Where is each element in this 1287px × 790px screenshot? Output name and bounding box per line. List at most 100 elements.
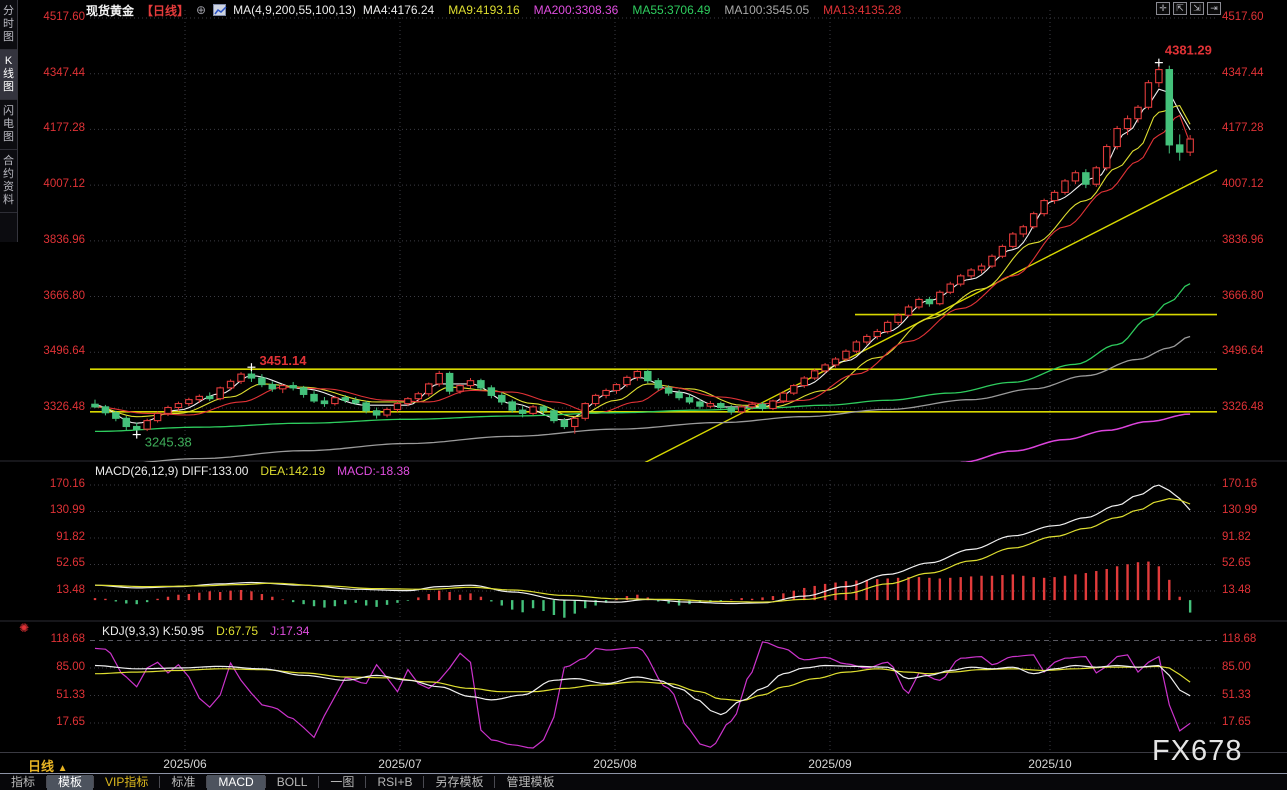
- candle-body: [1186, 138, 1194, 153]
- bottom-tab-9[interactable]: 另存模板: [435, 774, 484, 789]
- candle-body: [602, 389, 610, 396]
- chart-toolbar-icons: ✛ ⇱ ⇲ ⇥: [1156, 2, 1221, 15]
- toolbar-separator: [365, 776, 367, 788]
- candle-body: [591, 394, 600, 405]
- candle-body: [247, 373, 256, 379]
- sidebar-tab-lightning[interactable]: 闪电图: [0, 100, 17, 150]
- toolbar-separator: [93, 776, 95, 788]
- candle-body: [237, 373, 245, 382]
- bottom-tab-1[interactable]: 指标: [11, 774, 36, 789]
- price-axis-label: 51.33: [56, 688, 85, 701]
- candle-body: [383, 408, 391, 416]
- macd-panel: [93, 561, 1192, 618]
- price-axis-label: 4347.44: [1222, 66, 1264, 79]
- candle-body: [737, 406, 746, 413]
- ma-value-label: MA100:3545.05: [724, 3, 810, 17]
- candle-body: [518, 409, 527, 414]
- bottom-tab-8[interactable]: RSI+B: [377, 774, 413, 789]
- x-axis-scale-icon[interactable]: ⇲: [1190, 2, 1204, 15]
- candle-body: [425, 383, 433, 395]
- kdj-k-line: [94, 664, 1191, 716]
- candle-body: [769, 400, 777, 410]
- bottom-tab-7[interactable]: 一图: [330, 774, 355, 789]
- price-axis-label: 85.00: [1222, 660, 1251, 673]
- candle-body: [393, 403, 402, 411]
- bottom-tab-6[interactable]: BOLL: [276, 774, 308, 789]
- candle-body: [487, 387, 496, 396]
- candle-body: [560, 420, 569, 428]
- kdj-title[interactable]: KDJ(9,3,3) K:50.95: [102, 624, 205, 638]
- trend-line[interactable]: [640, 169, 1218, 465]
- bottom-tab-4[interactable]: 标准: [171, 774, 196, 789]
- period-selector[interactable]: 日线 ▲: [28, 759, 68, 774]
- candle-body: [727, 406, 735, 413]
- macd-dea-value: DEA:142.19: [260, 464, 326, 478]
- candle-body: [508, 401, 516, 411]
- candle-body: [174, 403, 183, 409]
- sidebar-tab-contract-info[interactable]: 合约资料: [0, 150, 17, 213]
- price-axis-label: 170.16: [1222, 477, 1258, 490]
- y-axis-scale-icon[interactable]: ⇱: [1173, 2, 1187, 15]
- bottom-tab-3[interactable]: VIP指标: [105, 774, 149, 789]
- bottom-tab-5[interactable]: MACD: [207, 774, 265, 790]
- date-axis-label: 2025/06: [163, 757, 207, 771]
- macd-title[interactable]: MACD(26,12,9) DIFF:133.00: [95, 464, 249, 478]
- candle-body: [842, 350, 850, 360]
- toolbar-separator: [423, 776, 425, 788]
- candle-body: [758, 403, 767, 410]
- price-axis-label: 91.82: [1222, 530, 1251, 543]
- price-axis-label: 3326.48: [1222, 400, 1264, 413]
- candle-body: [143, 420, 151, 430]
- price-axis-label: 52.65: [56, 557, 85, 570]
- ma-chart-icon[interactable]: [213, 4, 227, 16]
- candle-body: [1071, 172, 1080, 182]
- candle-body: [216, 387, 224, 400]
- price-annotation: 3451.14: [259, 353, 307, 368]
- ma-line-ma200: [960, 413, 1191, 462]
- ma-line-ma55: [95, 283, 1191, 433]
- candle-body: [101, 406, 110, 414]
- candle-body: [1134, 106, 1142, 120]
- price-axis-label: 4177.28: [43, 122, 85, 135]
- candle-body: [164, 406, 172, 414]
- price-axis-label: 3666.80: [43, 289, 85, 302]
- bottom-tab-10[interactable]: 管理模板: [506, 774, 555, 789]
- candle-body: [529, 406, 537, 414]
- price-axis-label: 4177.28: [1222, 122, 1264, 135]
- expand-icon[interactable]: ⊕: [196, 3, 207, 17]
- macd-dea-line: [94, 497, 1191, 603]
- candle-body: [226, 380, 235, 389]
- price-axis-label: 85.00: [56, 660, 85, 673]
- period-arrow-icon: ▲: [57, 763, 68, 774]
- indicator-settings-icon[interactable]: ✺: [19, 621, 30, 635]
- grid-layout-icon[interactable]: ✛: [1156, 2, 1170, 15]
- pan-right-icon[interactable]: ⇥: [1207, 2, 1221, 15]
- symbol-name: 现货黄金: [86, 3, 135, 18]
- candle-body: [112, 412, 120, 419]
- candle-body: [1082, 172, 1090, 185]
- price-axis-label: 91.82: [56, 530, 85, 543]
- candle-body: [696, 401, 704, 407]
- candle-body: [956, 275, 965, 285]
- candle-body: [1009, 233, 1017, 247]
- candle-body: [456, 385, 464, 392]
- price-axis-label: 130.99: [1222, 504, 1258, 517]
- sidebar-tab-kline[interactable]: K线图: [0, 50, 17, 100]
- price-axis-label: 4517.60: [1222, 11, 1264, 23]
- date-axis-row: 日线 ▲ 2025/06 2025/07 2025/08 2025/09 2025/10: [0, 752, 1287, 774]
- candle-body: [675, 392, 683, 399]
- ma-line-ma13: [94, 114, 1191, 416]
- candle-body: [800, 377, 808, 387]
- ma-values: MA4:4176.24 MA9:4193.16 MA200:3308.36 MA55:…: [363, 3, 901, 17]
- sidebar-tab-timeshare[interactable]: 分时图: [0, 0, 17, 50]
- ma-settings-label[interactable]: MA(4,9,200,55,100,13): [233, 3, 356, 17]
- candle-body: [915, 298, 923, 308]
- candle-body: [466, 380, 475, 387]
- kdj-j-line: [94, 641, 1191, 749]
- candle-body: [185, 399, 193, 405]
- date-axis-label: 2025/10: [1028, 757, 1072, 771]
- bottom-tab-2[interactable]: 模板: [47, 774, 94, 790]
- price-axis-label: 17.65: [56, 716, 85, 728]
